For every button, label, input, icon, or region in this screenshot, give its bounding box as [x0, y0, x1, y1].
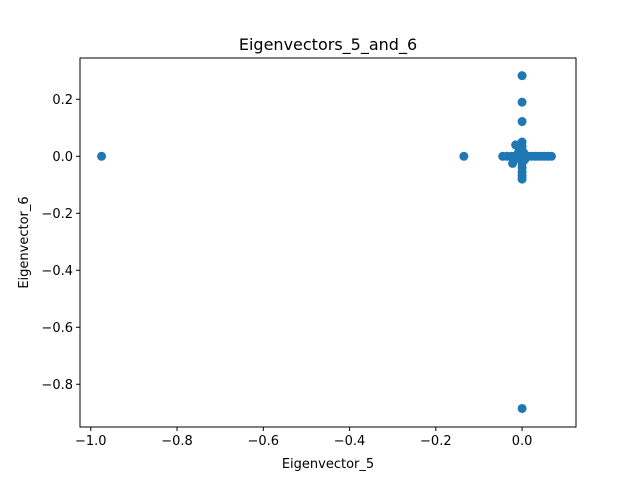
scatter-point: [546, 151, 556, 161]
x-tick-label: −1.0: [75, 434, 107, 449]
scatter-point: [459, 151, 469, 161]
plot-area-frame: [79, 57, 577, 428]
scatter-point: [517, 97, 527, 107]
y-tick-label: −0.6: [41, 321, 73, 336]
y-tick-label: 0.2: [52, 93, 73, 108]
x-tick-label: −0.6: [248, 434, 280, 449]
scatter-point: [517, 71, 527, 81]
y-tick-label: −0.2: [41, 207, 73, 222]
scatter-point: [97, 151, 107, 161]
y-tick-label: 0.0: [52, 150, 73, 165]
y-tick-label: −0.8: [41, 378, 73, 393]
scatter-point: [517, 174, 527, 184]
x-axis-title: Eigenvector_5: [282, 457, 374, 472]
x-axis-ticks: −1.0 −0.8 −0.6 −0.4 −0.2 0.0: [75, 427, 532, 449]
scatter-point: [508, 158, 518, 168]
x-tick-label: 0.0: [512, 434, 533, 449]
scatter-point: [519, 148, 529, 158]
x-tick-label: −0.2: [420, 434, 452, 449]
points-layer: [97, 71, 556, 413]
y-axis-ticks: 0.2 0.0 −0.2 −0.4 −0.6 −0.8: [41, 93, 80, 393]
x-tick-label: −0.4: [334, 434, 366, 449]
y-axis-title: Eigenvector_6: [17, 196, 32, 288]
chart-title: Eigenvectors_5_and_6: [239, 35, 417, 55]
y-tick-label: −0.4: [41, 264, 73, 279]
x-tick-label: −0.8: [161, 434, 193, 449]
scatter-point: [517, 403, 527, 413]
scatter-point: [511, 140, 521, 150]
scatter-point: [517, 117, 527, 127]
